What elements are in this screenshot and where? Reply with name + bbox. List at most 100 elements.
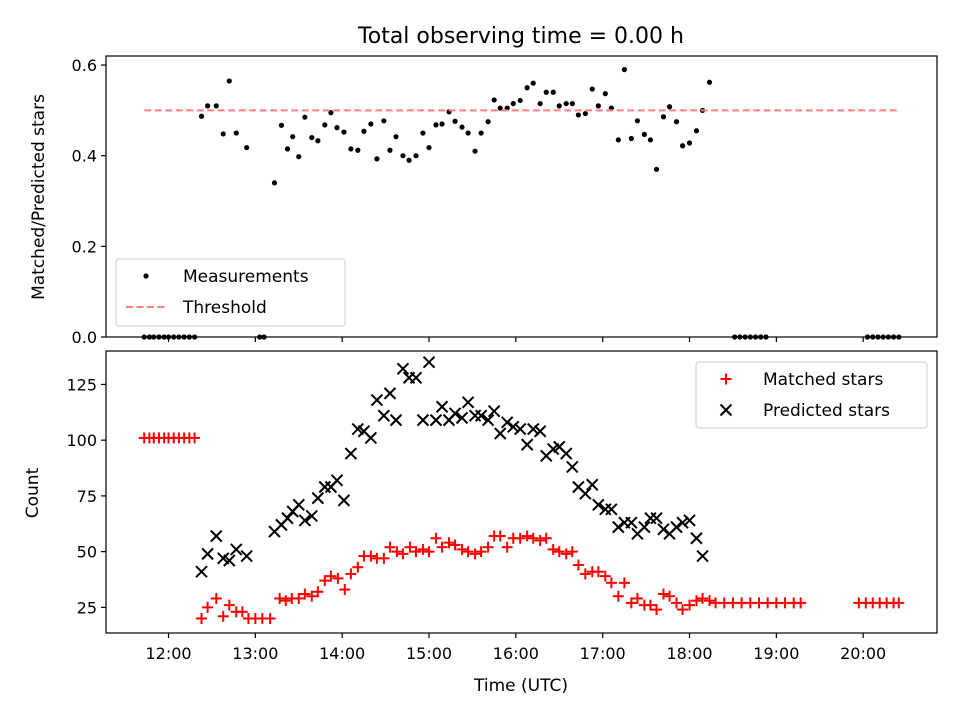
matched-stars-point [365,550,377,562]
matched-stars-point [430,532,442,544]
matched-stars-point [475,546,487,558]
predicted-stars-point-b [210,529,223,543]
predicted-stars-point-b [500,416,514,429]
count-panel: Count Time (UTC) 25 50 75 100 125 12:00 13:00 1… [23,350,938,696]
ratio-marks [141,66,902,340]
predicted-stars-point [507,420,520,434]
predicted-stars-point-b [690,532,703,545]
measurements-point [485,119,491,125]
measurements-point [621,66,627,73]
predicted-stars-point [566,460,579,474]
predicted-stars-point-b [429,413,443,427]
predicted-stars-point-b [605,503,618,516]
predicted-stars-point-b [357,425,371,438]
ratio-axes: 0.0 0.2 0.4 0.6 [72,55,938,347]
predicted-stars-point-b [305,509,319,523]
matched-stars-point [417,543,429,555]
predicted-stars-point [579,487,592,500]
matched-stars-point [521,530,533,542]
measurements-point [673,119,680,125]
measurements-point [400,153,406,159]
predicted-stars-point [500,416,514,429]
measurements-point [271,180,278,186]
legend-handle-matched-stars [720,373,732,385]
matched-stars-point [540,532,552,544]
predicted-stars-point [625,516,638,529]
predicted-stars-point-b [281,511,294,525]
matched-stars-point [657,588,669,600]
measurements-point [537,100,543,107]
predicted-stars-point-b [481,413,495,427]
predicted-stars-point-b [389,413,403,427]
matched-stars-point [625,597,637,609]
matched-stars-point [469,548,481,560]
predicted-stars-point [344,447,358,460]
measurements-point [686,140,693,146]
measurements-point [641,131,647,138]
matched-stars-point [391,546,403,558]
predicted-stars-point-b [416,413,430,427]
matched-stars-point [423,546,435,558]
matched-stars-point [449,539,461,551]
predicted-stars-point-b [650,511,663,525]
matched-stars-point [196,613,208,625]
matched-stars-point [482,541,494,553]
predicted-stars-point-b [579,487,592,500]
ratio-y-tick-label: 0.4 [72,147,97,166]
matched-stars-point [436,541,448,553]
predicted-stars-point [690,532,703,545]
matched-stars-point [280,595,292,607]
predicted-stars-point [223,554,236,567]
matched-stars-point [893,597,905,609]
predicted-stars-point [560,447,573,460]
predicted-stars-point-b [383,387,397,400]
predicted-stars-point [527,422,540,436]
predicted-stars-point-b [240,549,253,563]
predicted-stars-point-b [696,549,709,563]
predicted-stars-point-b [670,520,683,534]
predicted-stars-point [455,411,469,425]
count-y-axis-label: Count [23,467,43,518]
predicted-stars-point [305,509,319,523]
matched-stars-point [217,610,229,622]
measurements-point [615,137,621,143]
predicted-stars-point-b [292,498,305,512]
legend-handle-predicted-stars [719,403,733,417]
predicted-stars-point-b [337,494,351,507]
measurements-point [341,129,347,135]
predicted-stars-point [586,478,599,491]
measurements-point [284,146,291,152]
matched-stars-point [264,613,276,625]
predicted-stars-point [481,413,495,427]
predicted-stars-point-b [560,447,573,460]
predicted-stars-point-b [396,362,410,376]
matched-stars-point [670,597,682,609]
measurements-point [290,134,296,140]
matched-stars-point [202,601,214,613]
matched-stars-point [566,546,578,558]
predicted-stars-point-b [422,355,436,369]
predicted-stars-point-b [638,520,651,534]
measurements-point [543,89,549,95]
predicted-stars-point-b [513,422,527,436]
measurements-point [381,118,387,124]
predicted-stars-point [210,529,223,543]
measurements-point [459,124,465,130]
measurements-point [204,103,211,109]
predicted-stars-point-b [520,438,534,451]
measurements-point [589,86,595,92]
count-x-tick-label: 12:00 [145,644,191,663]
measurements-point [220,131,226,137]
predicted-stars-point-b [344,447,358,460]
predicted-stars-point-b [494,427,507,440]
predicted-stars-point [513,422,527,436]
measurements-point [452,118,458,124]
measurements-point [491,97,497,103]
count-legend: Matched stars Predicted stars [695,361,928,429]
matched-stars-point [677,604,689,616]
measurements-point [374,156,380,162]
ratio-legend-box [115,258,346,327]
predicted-stars-point-b [377,409,391,422]
predicted-stars-point [461,396,475,409]
